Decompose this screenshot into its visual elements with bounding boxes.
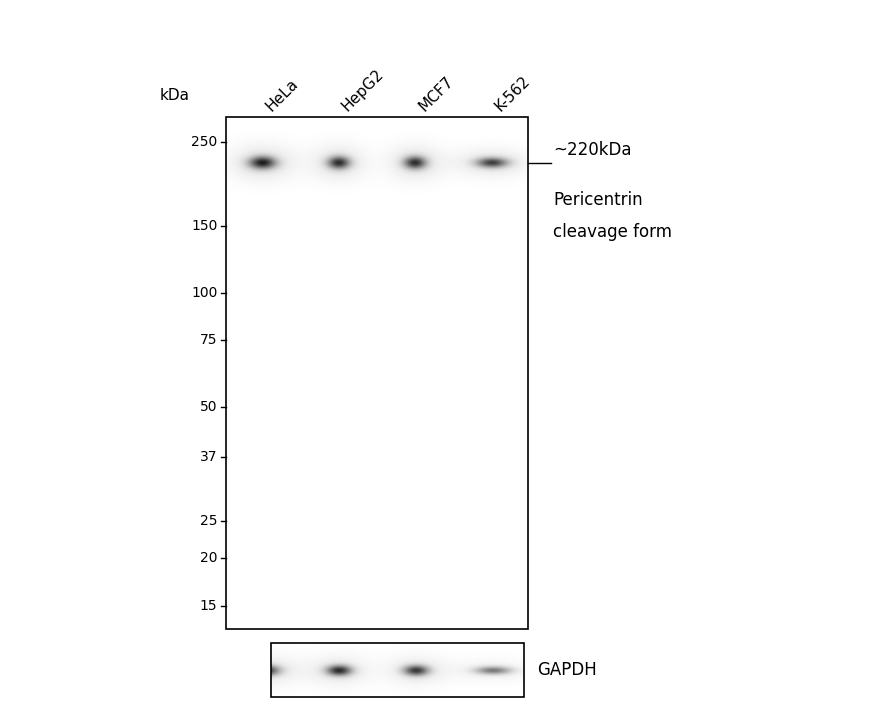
Text: 75: 75	[200, 333, 218, 347]
Text: 100: 100	[191, 286, 218, 300]
Text: Pericentrin: Pericentrin	[553, 191, 643, 209]
Text: 250: 250	[191, 135, 218, 149]
Text: 150: 150	[191, 219, 218, 233]
Text: HeLa: HeLa	[263, 75, 301, 114]
Text: GAPDH: GAPDH	[537, 661, 597, 679]
Text: kDa: kDa	[160, 88, 190, 103]
Text: K-562: K-562	[492, 73, 533, 114]
Text: 15: 15	[200, 599, 218, 613]
Bar	[226, 117, 528, 629]
Text: HepG2: HepG2	[339, 66, 386, 114]
Text: 25: 25	[200, 515, 218, 528]
Text: 20: 20	[200, 551, 218, 565]
Text: cleavage form: cleavage form	[553, 223, 672, 241]
Text: 37: 37	[200, 450, 218, 464]
Text: MCF7: MCF7	[416, 73, 456, 114]
Bar	[271, 643, 524, 697]
Text: ~220kDa: ~220kDa	[553, 141, 631, 159]
Text: 50: 50	[200, 400, 218, 414]
